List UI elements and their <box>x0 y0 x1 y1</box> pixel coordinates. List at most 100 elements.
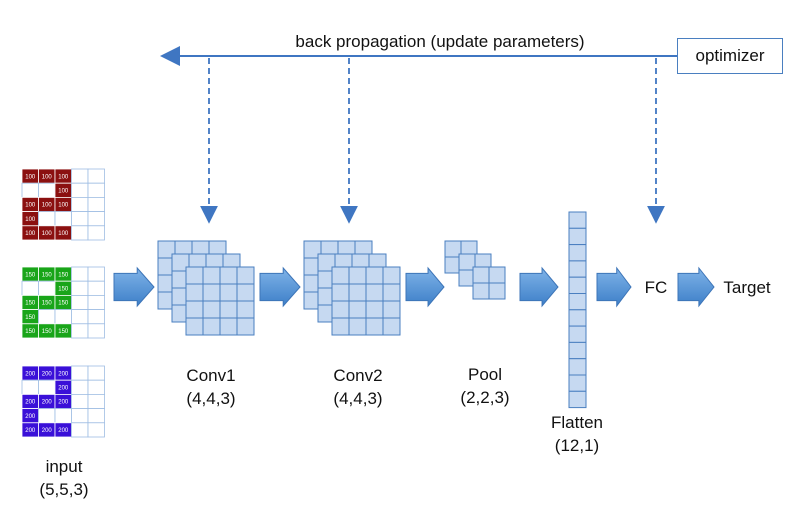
input-cell <box>87 280 105 296</box>
grid-cell <box>348 317 367 336</box>
input-cell <box>38 408 56 424</box>
input-cell <box>71 365 89 381</box>
input-cell-value: 100 <box>42 231 53 237</box>
input-cell-value: 150 <box>42 272 53 278</box>
input-cell <box>87 266 105 282</box>
flow-arrow <box>519 266 559 308</box>
input-cell <box>87 379 105 395</box>
flatten-cell <box>568 244 587 262</box>
grid-cell <box>348 300 367 319</box>
grid-cell <box>382 300 401 319</box>
grid-cell <box>219 283 238 302</box>
conv1-block-slice <box>185 266 255 336</box>
conv2-block <box>303 240 401 336</box>
input-cell-value: 200 <box>25 414 36 420</box>
fc-label: FC <box>644 278 668 297</box>
input-cell-value: 200 <box>42 428 53 434</box>
input-cell-value: 200 <box>42 400 53 406</box>
input-cell-value: 150 <box>42 329 53 335</box>
flatten-cell <box>568 390 587 409</box>
input-cell <box>71 280 89 296</box>
input-cell <box>38 211 56 227</box>
grid-cell <box>331 283 350 302</box>
flatten-cell <box>568 276 587 295</box>
grid-cell <box>202 317 221 336</box>
conv1-shape: (4,4,3) <box>186 389 236 408</box>
back-propagation-lines <box>160 46 677 224</box>
input-cell-value: 150 <box>25 301 36 307</box>
grid-cell <box>331 317 350 336</box>
flatten-cell <box>568 309 587 327</box>
flow-arrow <box>405 266 445 308</box>
grid-cell <box>382 283 401 302</box>
input-cell <box>71 294 89 310</box>
conv2-block-slice <box>331 266 401 336</box>
flow-arrow <box>596 266 632 308</box>
input-cell <box>71 196 89 212</box>
input-cell-value: 200 <box>25 428 36 434</box>
grid-cell <box>382 317 401 336</box>
input-cell <box>87 196 105 212</box>
grid-cell <box>348 266 367 285</box>
input-cell <box>54 211 72 227</box>
input-cell-value: 100 <box>42 174 53 180</box>
grid-cell <box>488 282 506 300</box>
input-cell <box>21 182 39 198</box>
grid-cell <box>365 317 384 336</box>
back-propagation-label: back propagation (update parameters) <box>295 32 585 51</box>
grid-cell <box>219 317 238 336</box>
input-cell <box>87 309 105 325</box>
input-cell-value: 150 <box>25 315 36 321</box>
input-cell-value: 100 <box>25 203 36 209</box>
input-cell-value: 100 <box>25 174 36 180</box>
input-channel-red: 100 100 100 100 100 100 100 100 100 100 100 <box>21 168 105 241</box>
flatten-cell <box>568 358 587 376</box>
flatten-cell <box>568 260 587 278</box>
input-cell <box>71 393 89 409</box>
input-cell <box>87 225 105 241</box>
grid-cell <box>202 283 221 302</box>
grid-cell <box>236 283 255 302</box>
input-cell <box>54 309 72 325</box>
conv2-shape: (4,4,3) <box>333 389 383 408</box>
grid-cell <box>236 317 255 336</box>
flatten-cell <box>568 211 587 229</box>
flow-arrows <box>113 266 715 308</box>
input-cell <box>87 182 105 198</box>
input-cell-value: 200 <box>42 371 53 377</box>
input-cell-value: 100 <box>25 217 36 223</box>
pool-block <box>444 240 506 300</box>
input-cell <box>38 309 56 325</box>
input-cell <box>87 323 105 339</box>
grid-cell <box>202 300 221 319</box>
flatten-cell <box>568 325 587 343</box>
grid-cell <box>348 283 367 302</box>
input-cell-value: 150 <box>58 287 69 293</box>
input-cell-value: 100 <box>25 231 36 237</box>
grid-cell <box>472 266 490 284</box>
layer-blocks <box>157 211 587 409</box>
pool-block-slice <box>472 266 506 300</box>
input-cell-value: 100 <box>58 174 69 180</box>
input-cell <box>71 182 89 198</box>
input-cell <box>87 393 105 409</box>
flatten-cell <box>568 374 587 392</box>
input-cell <box>71 422 89 438</box>
input-cell <box>71 266 89 282</box>
input-cell <box>71 225 89 241</box>
grid-cell <box>236 266 255 285</box>
input-cell-value: 100 <box>58 203 69 209</box>
input-cell <box>71 211 89 227</box>
grid-cell <box>219 266 238 285</box>
input-cell-value: 200 <box>58 428 69 434</box>
input-cell-value: 150 <box>58 301 69 307</box>
conv2-label: Conv2 <box>333 366 383 385</box>
grid-cell <box>365 300 384 319</box>
input-cell <box>71 168 89 184</box>
conv1-label: Conv1 <box>186 366 236 385</box>
input-channel-blue: 200 200 200 200 200 200 200 200 200 200 200 <box>21 365 105 438</box>
input-cell <box>87 408 105 424</box>
input-cell-value: 100 <box>42 203 53 209</box>
input-cell-value: 200 <box>58 386 69 392</box>
